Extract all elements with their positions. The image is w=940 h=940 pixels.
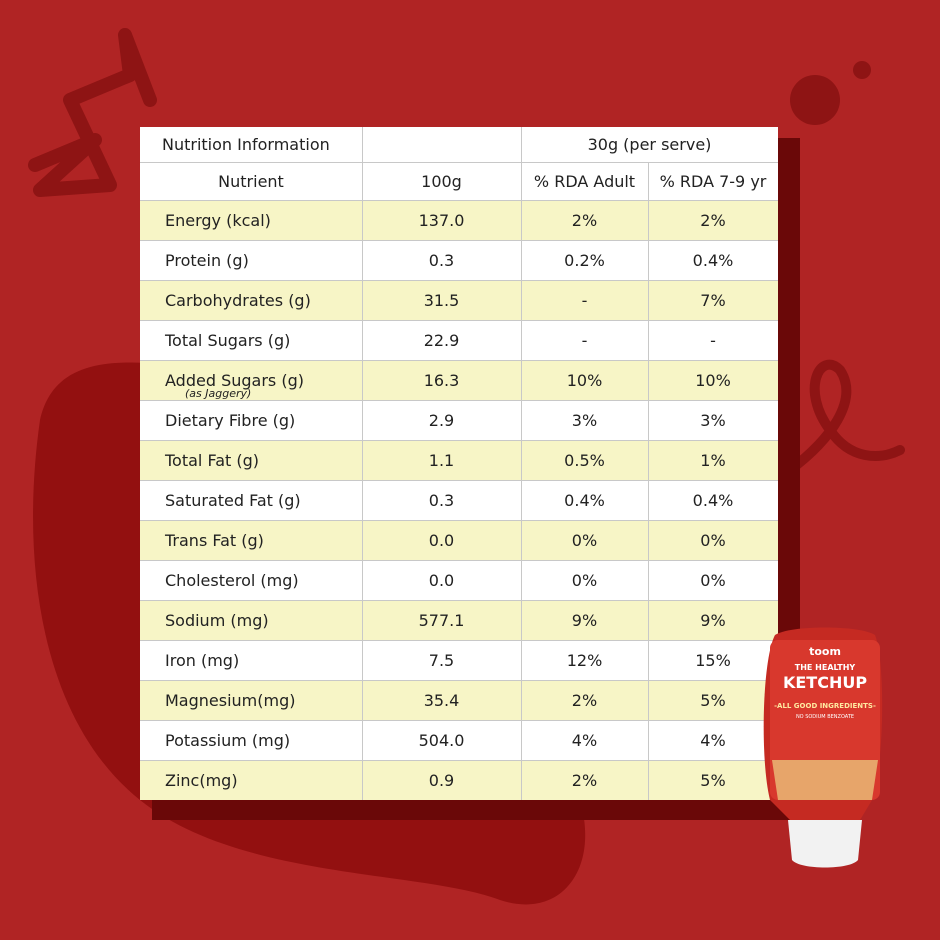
nutrient-value: 1% xyxy=(700,450,726,470)
nutrient-value: 3% xyxy=(700,410,726,430)
table-title: Nutrition Information xyxy=(162,135,330,154)
nutrient-name: Energy (kcal) xyxy=(165,210,271,230)
row-band xyxy=(140,440,778,480)
nutrient-name: Carbohydrates (g) xyxy=(165,290,311,310)
row-line xyxy=(140,640,778,641)
nutrient-value: 9% xyxy=(700,610,726,630)
row-line xyxy=(140,680,778,681)
nutrition-table: Nutrition Information 30g (per serve) Nutr… xyxy=(140,127,778,800)
nutrient-value: 22.9 xyxy=(423,330,460,350)
row-line xyxy=(140,440,778,441)
nutrient-value: 2% xyxy=(571,690,598,710)
nutrient-value: 1.1 xyxy=(428,450,455,470)
nutrient-value: - xyxy=(710,330,716,350)
serve-header: 30g (per serve) xyxy=(587,135,712,154)
row-band xyxy=(140,360,778,400)
nutrient-name: Added Sugars (g) xyxy=(165,370,304,390)
nutrient-value: 0.2% xyxy=(564,250,605,270)
nutrient-value: 5% xyxy=(700,770,726,790)
row-line xyxy=(140,560,778,561)
nutrient-value: 10% xyxy=(695,370,731,390)
column-header: Nutrient xyxy=(218,171,284,191)
nutrient-value: 31.5 xyxy=(423,290,460,310)
nutrient-value: - xyxy=(581,290,588,310)
nutrient-name: Dietary Fibre (g) xyxy=(165,410,296,430)
nutrient-value: 35.4 xyxy=(423,690,460,710)
row-line xyxy=(140,320,778,321)
column-header: % RDA 7-9 yr xyxy=(659,171,767,191)
nutrient-value: 0.4% xyxy=(692,250,734,270)
nutrient-value: 0.0 xyxy=(428,530,455,550)
nutrient-value: - xyxy=(581,330,588,350)
nutrient-name: Sodium (mg) xyxy=(165,610,269,630)
column-line xyxy=(648,162,649,800)
nutrient-name: Trans Fat (g) xyxy=(165,530,264,550)
nutrient-value: 2% xyxy=(700,210,726,230)
nutrient-value: 2% xyxy=(571,210,598,230)
nutrient-name: Potassium (mg) xyxy=(165,730,291,750)
nutrient-value: 10% xyxy=(566,370,603,390)
row-line xyxy=(140,600,778,601)
nutrient-value: 0.4% xyxy=(692,490,734,510)
nutrient-value: 2% xyxy=(571,770,598,790)
nutrient-value: 15% xyxy=(695,650,731,670)
nutrient-name: Cholesterol (mg) xyxy=(165,570,299,590)
nutrient-value: 0.9 xyxy=(428,770,455,790)
nutrient-value: 5% xyxy=(700,690,726,710)
nutrient-name: Zinc(mg) xyxy=(165,770,238,790)
nutrient-name: Saturated Fat (g) xyxy=(165,490,301,510)
nutrient-value: 0% xyxy=(700,570,726,590)
nutrient-value: 577.1 xyxy=(418,610,465,630)
row-line xyxy=(140,280,778,281)
nutrient-value: 4% xyxy=(571,730,598,750)
nutrient-value: 7.5 xyxy=(428,650,455,670)
row-line xyxy=(140,162,778,163)
nutrient-value: 9% xyxy=(571,610,598,630)
nutrient-value: 0.3 xyxy=(428,490,455,510)
column-line xyxy=(362,127,363,800)
row-line xyxy=(140,720,778,721)
row-line xyxy=(140,400,778,401)
nutrient-value: 0.5% xyxy=(564,450,605,470)
nutrient-value: 0% xyxy=(700,530,726,550)
column-header: 100g xyxy=(421,171,462,191)
nutrient-value: 0% xyxy=(571,530,598,550)
nutrient-value: 7% xyxy=(700,290,726,310)
column-line xyxy=(521,127,522,800)
row-band xyxy=(140,600,778,640)
row-band xyxy=(140,200,778,240)
nutrient-name: Magnesium(mg) xyxy=(165,690,296,710)
row-band xyxy=(140,760,778,800)
row-band xyxy=(140,680,778,720)
nutrient-value: 2.9 xyxy=(428,410,455,430)
nutrient-value: 0.0 xyxy=(428,570,455,590)
row-line xyxy=(140,520,778,521)
row-line xyxy=(140,760,778,761)
nutrient-value: 16.3 xyxy=(423,370,460,390)
row-line xyxy=(140,200,778,201)
nutrient-name: Protein (g) xyxy=(165,250,249,270)
nutrient-name: Total Fat (g) xyxy=(165,450,259,470)
nutrient-value: 504.0 xyxy=(418,730,465,750)
row-band xyxy=(140,280,778,320)
nutrient-value: 137.0 xyxy=(418,210,465,230)
nutrient-value: 12% xyxy=(566,650,603,670)
nutrient-value: 3% xyxy=(571,410,598,430)
row-line xyxy=(140,480,778,481)
nutrient-value: 0.4% xyxy=(564,490,605,510)
row-band xyxy=(140,520,778,560)
row-line xyxy=(140,240,778,241)
row-line xyxy=(140,360,778,361)
nutrient-name: Iron (mg) xyxy=(165,650,240,670)
column-header: % RDA Adult xyxy=(533,171,636,191)
nutrient-name: Total Sugars (g) xyxy=(165,330,291,350)
added-sugars-note: (as Jaggery) xyxy=(185,387,252,400)
nutrient-value: 0.3 xyxy=(428,250,455,270)
nutrient-value: 0% xyxy=(571,570,598,590)
nutrient-value: 4% xyxy=(700,730,726,750)
